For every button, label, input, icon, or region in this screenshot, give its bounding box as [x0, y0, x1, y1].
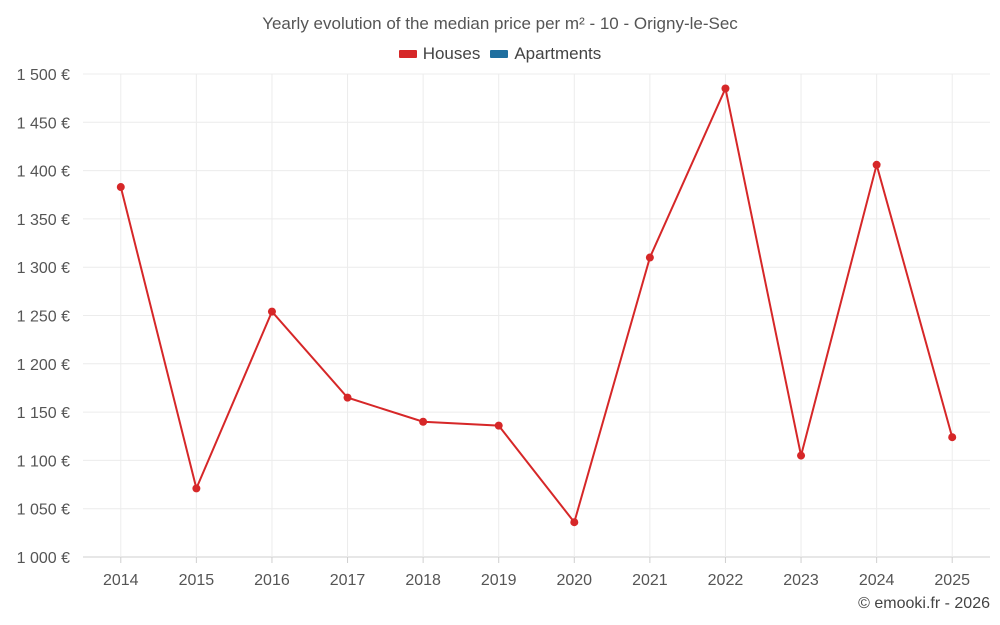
- y-tick-label: 1 350 €: [17, 212, 70, 229]
- y-tick-label: 1 100 €: [17, 453, 70, 470]
- legend-swatch-apartments: [490, 50, 509, 58]
- series-group: [116, 84, 957, 527]
- x-tick-label: 2021: [632, 572, 668, 589]
- legend-label-houses: Houses: [422, 44, 481, 63]
- y-tick-label: 1 200 €: [17, 357, 70, 374]
- x-tick-label: 2023: [783, 572, 819, 589]
- x-tick-label: 2024: [859, 572, 895, 589]
- x-tick-label: 2025: [934, 572, 970, 589]
- grid-lines: [83, 73, 990, 558]
- legend-item-houses[interactable]: Houses: [398, 44, 481, 64]
- y-tick-label: 1 250 €: [17, 309, 70, 326]
- data-point[interactable]: [116, 183, 125, 192]
- y-tick-label: 1 400 €: [17, 164, 70, 181]
- legend-swatch-houses: [398, 50, 417, 58]
- data-point[interactable]: [872, 160, 881, 169]
- data-point[interactable]: [494, 421, 503, 430]
- x-tick-label: 2015: [179, 572, 215, 589]
- x-tick-label: 2022: [708, 572, 744, 589]
- y-tick-label: 1 050 €: [17, 502, 70, 519]
- chart-legend: Houses Apartments: [0, 44, 1000, 64]
- y-tick-label: 1 000 €: [17, 550, 70, 567]
- data-point[interactable]: [645, 253, 654, 262]
- series-line-houses: [119, 85, 954, 525]
- data-point[interactable]: [267, 307, 276, 316]
- data-point[interactable]: [797, 451, 806, 460]
- data-point[interactable]: [721, 84, 730, 93]
- data-point[interactable]: [948, 433, 957, 442]
- x-tick-label: 2020: [556, 572, 592, 589]
- y-tick-label: 1 300 €: [17, 260, 70, 277]
- x-tick-label: 2016: [254, 572, 290, 589]
- chart-title: Yearly evolution of the median price per…: [262, 14, 738, 33]
- y-tick-label: 1 500 €: [17, 67, 70, 84]
- data-point[interactable]: [570, 518, 579, 527]
- x-tick-label: 2017: [330, 572, 366, 589]
- legend-label-apartments: Apartments: [514, 44, 602, 63]
- footer-credit: © emooki.fr - 2026: [858, 595, 990, 612]
- x-tick-label: 2018: [405, 572, 441, 589]
- x-axis: 2014 2015 2016 2017 2018 2019 2020 2021 2022 2023…: [103, 557, 970, 589]
- data-point[interactable]: [192, 484, 201, 493]
- y-axis: 1 000 € 1 050 € 1 100 € 1 150 € 1 200 € 1 250…: [17, 67, 70, 567]
- data-point[interactable]: [419, 417, 428, 426]
- x-tick-label: 2014: [103, 572, 139, 589]
- y-tick-label: 1 450 €: [17, 115, 70, 132]
- x-tick-label: 2019: [481, 572, 517, 589]
- data-point[interactable]: [343, 393, 352, 402]
- y-tick-label: 1 150 €: [17, 405, 70, 422]
- legend-item-apartments[interactable]: Apartments: [490, 44, 601, 64]
